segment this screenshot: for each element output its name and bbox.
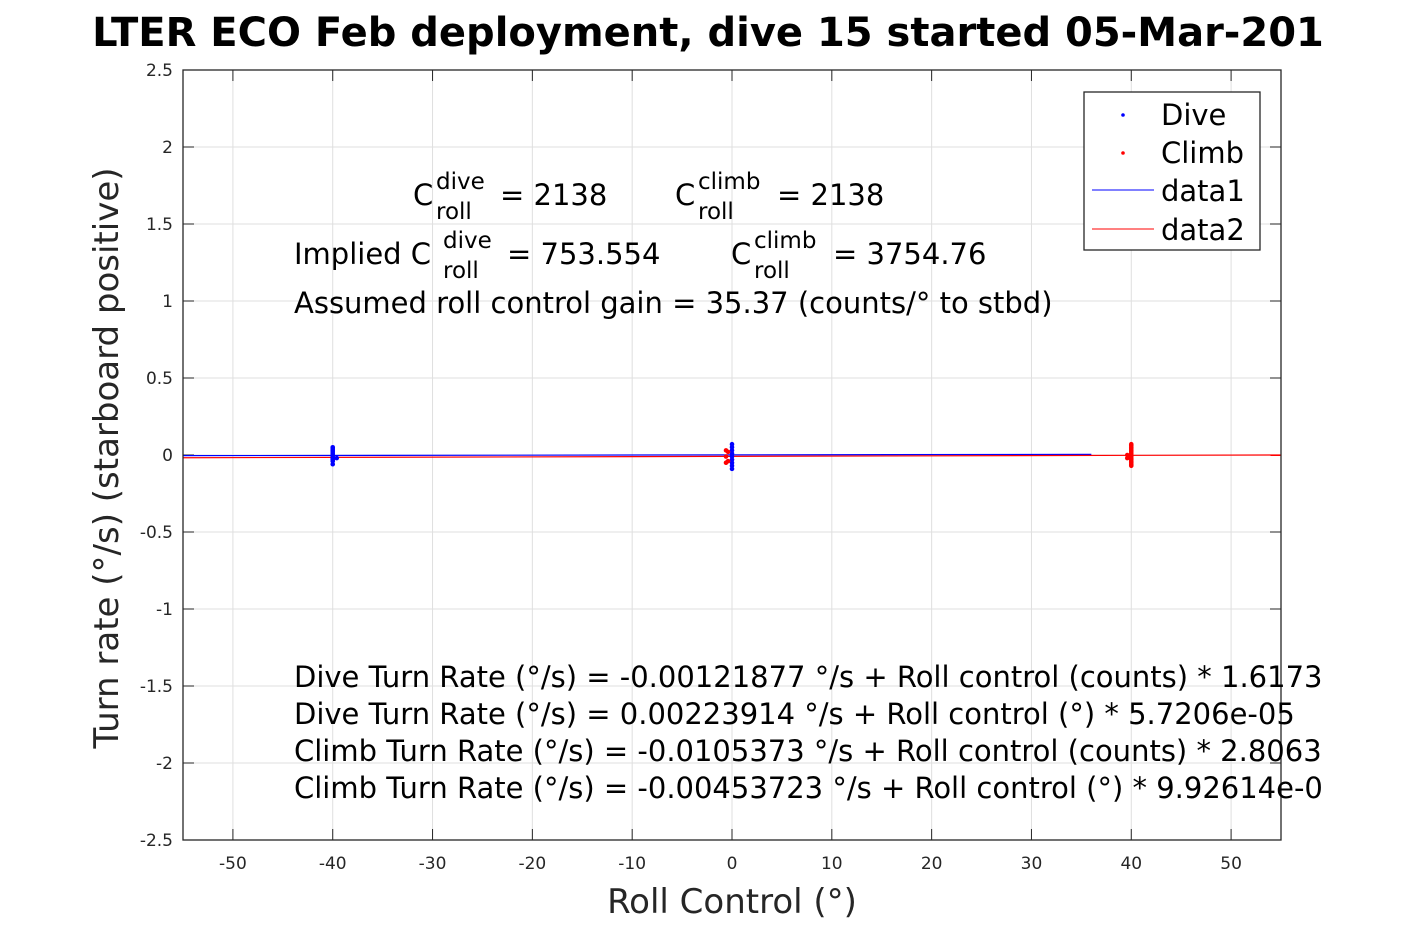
x-tick-labels: -50 -40 -30 -20 -10 0 10 20 30 40 50 bbox=[219, 854, 1242, 874]
y-tick-labels: 2.5 2 1.5 1 0.5 0 -0.5 -1 -1.5 -2 -2.5 bbox=[140, 61, 173, 851]
axes-box bbox=[182, 69, 1282, 841]
x-tick-label: -20 bbox=[518, 854, 546, 874]
y-tick-label: -2.5 bbox=[140, 831, 173, 851]
fit-equation-climb-degrees: Climb Turn Rate (°/s) = -0.00453723 °/s … bbox=[294, 771, 1323, 805]
y-tick-label: 1.5 bbox=[146, 215, 173, 235]
c-roll-dive-value: = 2138 bbox=[500, 178, 607, 212]
legend-climb-label: Climb bbox=[1161, 136, 1244, 170]
gain-annotation: Assumed roll control gain = 35.37 (count… bbox=[294, 286, 1053, 320]
data-point-climb bbox=[1128, 463, 1134, 469]
implied-climb-value: = 3754.76 bbox=[833, 237, 986, 271]
y-tick-label: -1.5 bbox=[140, 677, 173, 697]
y-tick-label: 2 bbox=[162, 138, 173, 158]
data-points bbox=[330, 441, 1134, 472]
data-point-climb bbox=[1124, 455, 1130, 461]
x-tick-label: 10 bbox=[821, 854, 843, 874]
y-tick-label: 0.5 bbox=[146, 369, 173, 389]
x-tick-label: -10 bbox=[618, 854, 646, 874]
legend-data2-label: data2 bbox=[1161, 213, 1245, 247]
fit-equation-dive-degrees: Dive Turn Rate (°/s) = 0.00223914 °/s + … bbox=[294, 697, 1295, 731]
implied-c-roll-annotation: Implied C dive roll = 753.554 C climb ro… bbox=[294, 228, 986, 284]
x-tick-label: 50 bbox=[1220, 854, 1242, 874]
implied-dive-sup: dive bbox=[443, 228, 492, 254]
data-point-climb bbox=[723, 454, 729, 459]
c-roll-climb-sup: climb bbox=[698, 169, 760, 195]
data-point-climb bbox=[725, 458, 731, 464]
x-tick-label: 40 bbox=[1120, 854, 1142, 874]
y-tick-label: 2.5 bbox=[146, 61, 173, 81]
c-roll-dive-label: C bbox=[413, 178, 433, 212]
implied-prefix: Implied C bbox=[294, 237, 431, 271]
fit-equation-climb-counts: Climb Turn Rate (°/s) = -0.0105373 °/s +… bbox=[294, 734, 1322, 768]
legend-dive-label: Dive bbox=[1161, 98, 1226, 132]
implied-dive-value: = 753.554 bbox=[507, 237, 660, 271]
c-roll-climb-value: = 2138 bbox=[777, 178, 884, 212]
x-tick-label: -30 bbox=[419, 854, 447, 874]
c-roll-annotation: C dive roll = 2138 C climb roll = 2138 bbox=[413, 169, 884, 225]
x-axis-label: Roll Control (°) bbox=[607, 882, 857, 922]
y-axis-label: Turn rate (°/s) (starboard positive) bbox=[87, 167, 127, 749]
c-roll-dive-sub: roll bbox=[436, 199, 472, 225]
legend-data1-label: data1 bbox=[1161, 174, 1245, 208]
data-point-climb bbox=[725, 449, 731, 455]
chart-title: LTER ECO Feb deployment, dive 15 started… bbox=[92, 10, 1324, 56]
y-tick-label: 1 bbox=[162, 292, 173, 312]
implied-climb-sub: roll bbox=[754, 258, 790, 284]
legend-climb-marker bbox=[1121, 151, 1125, 155]
x-tick-label: 0 bbox=[727, 854, 738, 874]
x-tick-label: -50 bbox=[219, 854, 247, 874]
legend-box bbox=[1083, 91, 1261, 251]
y-tick-label: -0.5 bbox=[140, 523, 173, 543]
data-point-dive bbox=[330, 461, 336, 467]
data-point-dive bbox=[729, 466, 735, 472]
data-point-dive bbox=[334, 455, 340, 461]
c-roll-climb-label: C bbox=[675, 178, 695, 212]
legend-dive-marker bbox=[1121, 113, 1125, 117]
y-tick-label: 0 bbox=[162, 446, 173, 466]
implied-climb-sup: climb bbox=[754, 228, 816, 254]
y-tick-label: -1 bbox=[156, 600, 173, 620]
x-tick-label: -40 bbox=[319, 854, 347, 874]
c-roll-climb-sub: roll bbox=[698, 199, 734, 225]
fit-equations: Dive Turn Rate (°/s) = -0.00121877 °/s +… bbox=[294, 660, 1323, 805]
implied-climb-label: C bbox=[731, 237, 751, 271]
x-tick-label: 30 bbox=[1021, 854, 1043, 874]
x-tick-label: 20 bbox=[921, 854, 943, 874]
y-tick-label: -2 bbox=[156, 754, 173, 774]
ticks bbox=[183, 69, 1281, 841]
legend[interactable]: Dive Climb data1 data2 bbox=[1083, 91, 1261, 251]
implied-dive-sub: roll bbox=[443, 258, 479, 284]
c-roll-dive-sup: dive bbox=[436, 169, 485, 195]
fit-equation-dive-counts: Dive Turn Rate (°/s) = -0.00121877 °/s +… bbox=[294, 660, 1322, 694]
